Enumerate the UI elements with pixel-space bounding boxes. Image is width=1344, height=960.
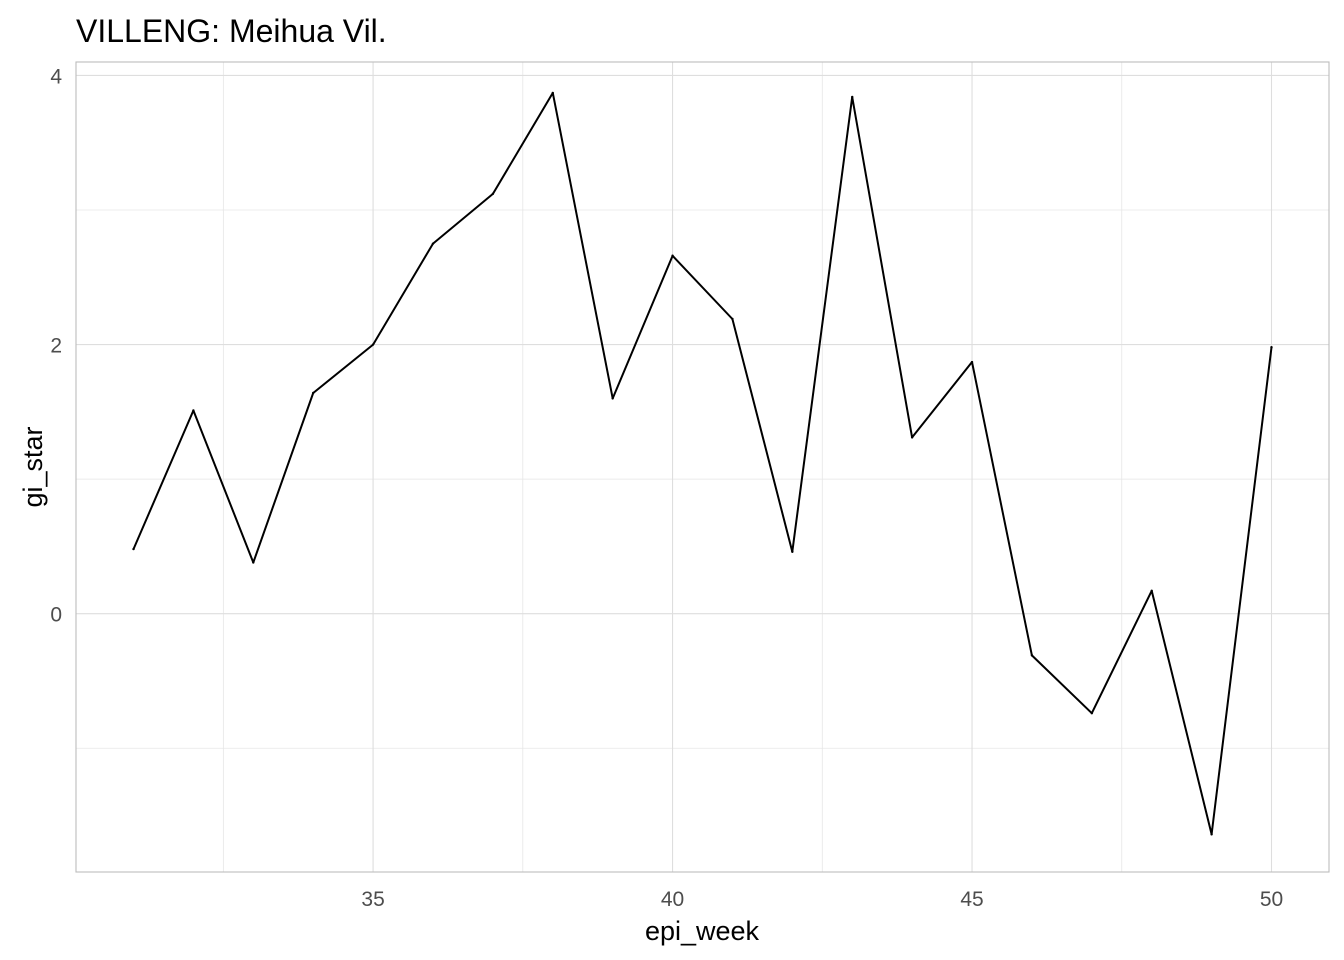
- data-point: [431, 242, 435, 245]
- x-tick-label: 40: [661, 888, 684, 911]
- major-gridlines: [76, 62, 1329, 872]
- data-point: [731, 317, 734, 321]
- data-point: [551, 91, 554, 95]
- y-tick-label: 0: [50, 604, 62, 627]
- y-tick-label: 4: [50, 65, 62, 88]
- data-point: [851, 95, 854, 99]
- data-point: [970, 360, 974, 364]
- data-point: [252, 561, 255, 564]
- x-axis-title: epi_week: [645, 916, 760, 946]
- data-point: [1030, 654, 1034, 657]
- data-point: [1210, 833, 1213, 836]
- x-tick-label: 35: [361, 888, 384, 911]
- data-point: [192, 409, 195, 412]
- plot-panel-border: [75, 61, 1330, 873]
- data-point: [611, 397, 614, 400]
- y-tick-label: 2: [50, 335, 62, 358]
- data-point: [910, 436, 914, 439]
- data-point: [371, 343, 375, 346]
- data-point: [311, 391, 315, 395]
- data-point: [671, 254, 674, 257]
- data-point: [1150, 589, 1153, 592]
- x-tick-label: 50: [1260, 888, 1283, 911]
- data-point: [132, 547, 135, 551]
- x-axis-tick-labels: 35 40 45 50: [361, 888, 1283, 911]
- series-line-0: [132, 91, 1273, 836]
- chart-title: VILLENG: Meihua Vil.: [76, 13, 387, 49]
- data-point: [491, 192, 495, 196]
- data-point: [1090, 712, 1094, 715]
- data-point: [1270, 346, 1273, 349]
- minor-gridlines: [76, 62, 1329, 872]
- data-point: [791, 550, 794, 553]
- x-tick-label: 45: [960, 888, 983, 911]
- y-axis-tick-labels: 0 2 4: [50, 65, 62, 626]
- y-axis-title: gi_star: [18, 426, 48, 507]
- data-series: [132, 91, 1273, 836]
